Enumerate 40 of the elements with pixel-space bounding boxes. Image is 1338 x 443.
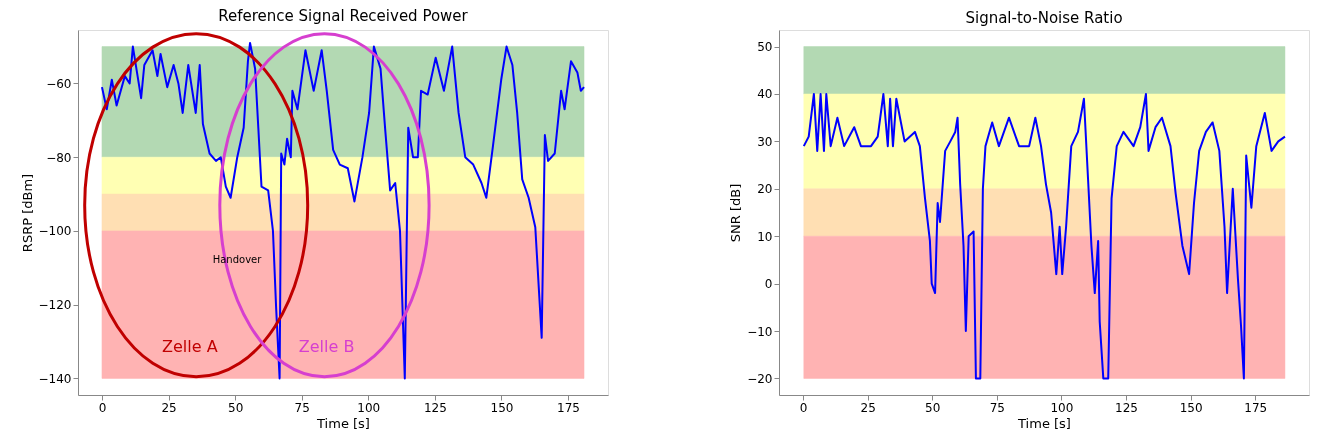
y-axis-title: RSRP [dBm] xyxy=(19,173,35,253)
x-tick-label: 75 xyxy=(294,400,310,415)
chart-title: Signal-to-Noise Ratio xyxy=(965,9,1123,27)
annotation: Zelle A xyxy=(162,337,218,357)
x-tick-label: 75 xyxy=(989,400,1005,415)
x-tick-label: 50 xyxy=(925,400,941,415)
y-tick-label: 20 xyxy=(757,182,773,197)
x-tick-label: 0 xyxy=(799,400,808,415)
x-tick-label: 25 xyxy=(860,400,876,415)
y-tick-label: −80 xyxy=(46,150,72,165)
y-tick-label: −20 xyxy=(747,371,773,386)
annotation: Zelle B xyxy=(298,337,355,357)
y-tick-label: 10 xyxy=(757,229,773,244)
x-tick-label: 125 xyxy=(423,400,447,415)
y-tick-label: 50 xyxy=(757,40,773,55)
annotation: Handover xyxy=(212,254,263,266)
x-tick-label: 25 xyxy=(161,400,177,415)
y-tick-label: −140 xyxy=(38,371,72,386)
y-tick-label: −120 xyxy=(38,298,72,313)
x-axis-title: Time [s] xyxy=(316,415,370,431)
x-tick-label: 50 xyxy=(228,400,244,415)
x-axis-title: Time [s] xyxy=(1017,415,1071,431)
x-tick-label: 150 xyxy=(1179,400,1203,415)
chart-title: Reference Signal Received Power xyxy=(218,6,469,25)
x-tick-label: 150 xyxy=(490,400,514,415)
y-tick-label: −100 xyxy=(38,224,72,239)
x-tick-label: 125 xyxy=(1115,400,1138,415)
y-tick-label: −10 xyxy=(747,324,773,339)
line-series xyxy=(802,92,1286,380)
x-tick-label: 100 xyxy=(1050,400,1074,415)
x-tick-label: 100 xyxy=(357,400,381,415)
y-tick-label: 30 xyxy=(757,134,773,149)
x-tick-label: 0 xyxy=(98,400,107,415)
y-tick-label: −60 xyxy=(46,76,72,91)
x-tick-label: 175 xyxy=(1244,400,1268,415)
y-axis-title: SNR [dB] xyxy=(728,183,744,243)
y-tick-label: 40 xyxy=(757,87,773,102)
x-tick-label: 175 xyxy=(557,400,580,415)
y-tick-label: 0 xyxy=(764,277,773,292)
line-series xyxy=(100,41,586,380)
